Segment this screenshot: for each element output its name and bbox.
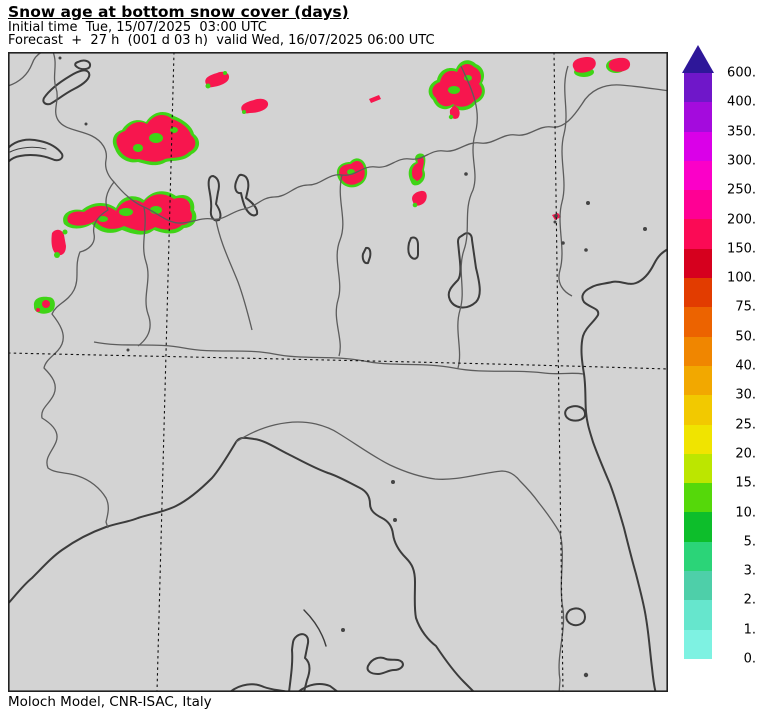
colorbar-segment [684, 512, 712, 542]
snow-patch-north-2 [241, 98, 269, 114]
colorbar-segment [684, 629, 712, 659]
coast-bottom-2 [297, 683, 339, 692]
lake-geneva-inner [9, 146, 47, 153]
colorbar-tick-label: 150. [727, 241, 756, 257]
meridian-east [553, 52, 564, 692]
lagoon-islet [564, 405, 587, 422]
colorbar-segment [684, 424, 712, 454]
colorbar-tick-label: 5. [743, 534, 756, 550]
colorbar-tick-label: 40. [735, 358, 756, 374]
colorbar-tick-label: 20. [735, 446, 756, 462]
colorbar-tick-label: 3. [743, 563, 756, 579]
island-elba [366, 656, 404, 675]
border-friuli [558, 65, 573, 297]
meridian-west [156, 52, 175, 692]
page-title: Snow age at bottom snow cover (days) [8, 3, 349, 21]
colorbar-arrow-icon [682, 45, 714, 73]
colorbar-tick-label: 300. [727, 153, 756, 169]
border-jura [8, 52, 43, 87]
colorbar-tick-label: 250. [727, 182, 756, 198]
colorbar-tick-label: 600. [727, 65, 756, 81]
map-background [8, 52, 668, 692]
lake-iseo [361, 246, 372, 265]
map-canvas [8, 52, 668, 692]
snow-patches [33, 57, 631, 314]
latlon-gridlines [8, 52, 668, 692]
coast-corsica-west [303, 609, 327, 647]
lake-biel [74, 59, 92, 71]
colorbar-tick-label: 100. [727, 270, 756, 286]
lake-como [234, 173, 259, 217]
coast-liguria-tuscany [8, 436, 476, 692]
colorbar-tick-label: 50. [735, 329, 756, 345]
colorbar-segment [684, 131, 712, 161]
colorbar-over-range-arrow [682, 45, 714, 73]
snow-patch-monterosa [51, 191, 197, 258]
colorbar-segment [684, 190, 712, 220]
colorbar-segment [684, 483, 712, 513]
colorbar-segment [684, 307, 712, 337]
snow-patch-southwest [33, 296, 55, 314]
colorbar-segment [684, 160, 712, 191]
island-corsica [288, 633, 311, 692]
colorbar-tick-label: 2. [743, 592, 756, 608]
colorbar-segments [684, 73, 712, 659]
snow-patch-adamello [408, 153, 427, 208]
colorbar: 600. 400. 350. 300. 250. 200. 150. 100. 75. 50. 40… [682, 45, 760, 670]
small-lake-dots [58, 56, 647, 678]
colorbar-segment [684, 73, 712, 103]
colorbar-tick-label: 0. [743, 651, 756, 667]
credit-line: Moloch Model, CNR-ISAC, Italy [8, 694, 212, 710]
colorbar-tick-label: 25. [735, 417, 756, 433]
colorbar-tick-label: 15. [735, 475, 756, 491]
initial-time-line: Initial time Tue, 15/07/2025 03:00 UTC [8, 20, 267, 35]
colorbar-segment [684, 278, 712, 308]
border-alps-crest [113, 84, 668, 224]
colorbar-segment [684, 219, 712, 249]
snow-patch-tauern-1 [572, 57, 596, 77]
lake-neuchatel [42, 69, 91, 106]
border-piedmont-inner [137, 206, 151, 347]
colorbar-tick-label: 200. [727, 212, 756, 227]
colorbar-segment [684, 571, 712, 601]
map-frame [8, 52, 668, 692]
country-borders [8, 52, 668, 692]
coastlines [8, 59, 668, 692]
forecast-line: Forecast + 27 h (001 d 03 h) valid Wed, … [8, 33, 435, 48]
colorbar-segment [684, 365, 712, 396]
colorbar-tick-label: 75. [735, 299, 756, 315]
lake-trasimeno [565, 607, 586, 627]
border-trentino [457, 65, 478, 369]
colorbar-tick-label: 1. [743, 622, 756, 638]
colorbar-segment [684, 248, 712, 279]
snow-patch-bergamask [336, 95, 381, 188]
snow-patch-north-1 [205, 71, 230, 89]
lake-idro [407, 236, 419, 260]
lake-geneva [8, 138, 64, 163]
colorbar-segment [684, 600, 712, 630]
colorbar-segment [684, 395, 712, 425]
snow-patch-bernina [428, 60, 485, 120]
snow-patch-valais [112, 112, 200, 166]
colorbar-segment [684, 453, 712, 484]
lake-garda [447, 232, 481, 309]
colorbar-segment [684, 102, 712, 132]
colorbar-segment [684, 336, 712, 366]
parallel [8, 352, 668, 370]
colorbar-tick-label: 10. [735, 505, 756, 520]
border-apennines [235, 421, 565, 692]
colorbar-tick-label: 400. [727, 94, 756, 110]
colorbar-tick-label: 30. [735, 387, 756, 403]
snow-patch-tauern-2 [606, 57, 631, 73]
river-po [93, 341, 584, 375]
border-france-italy [41, 52, 115, 529]
colorbar-tick-label: 350. [727, 124, 756, 140]
river-ticino [215, 219, 253, 331]
border-piedmont-lombardy [335, 174, 344, 357]
coast-adriatic [580, 247, 668, 692]
colorbar-segment [684, 541, 712, 572]
